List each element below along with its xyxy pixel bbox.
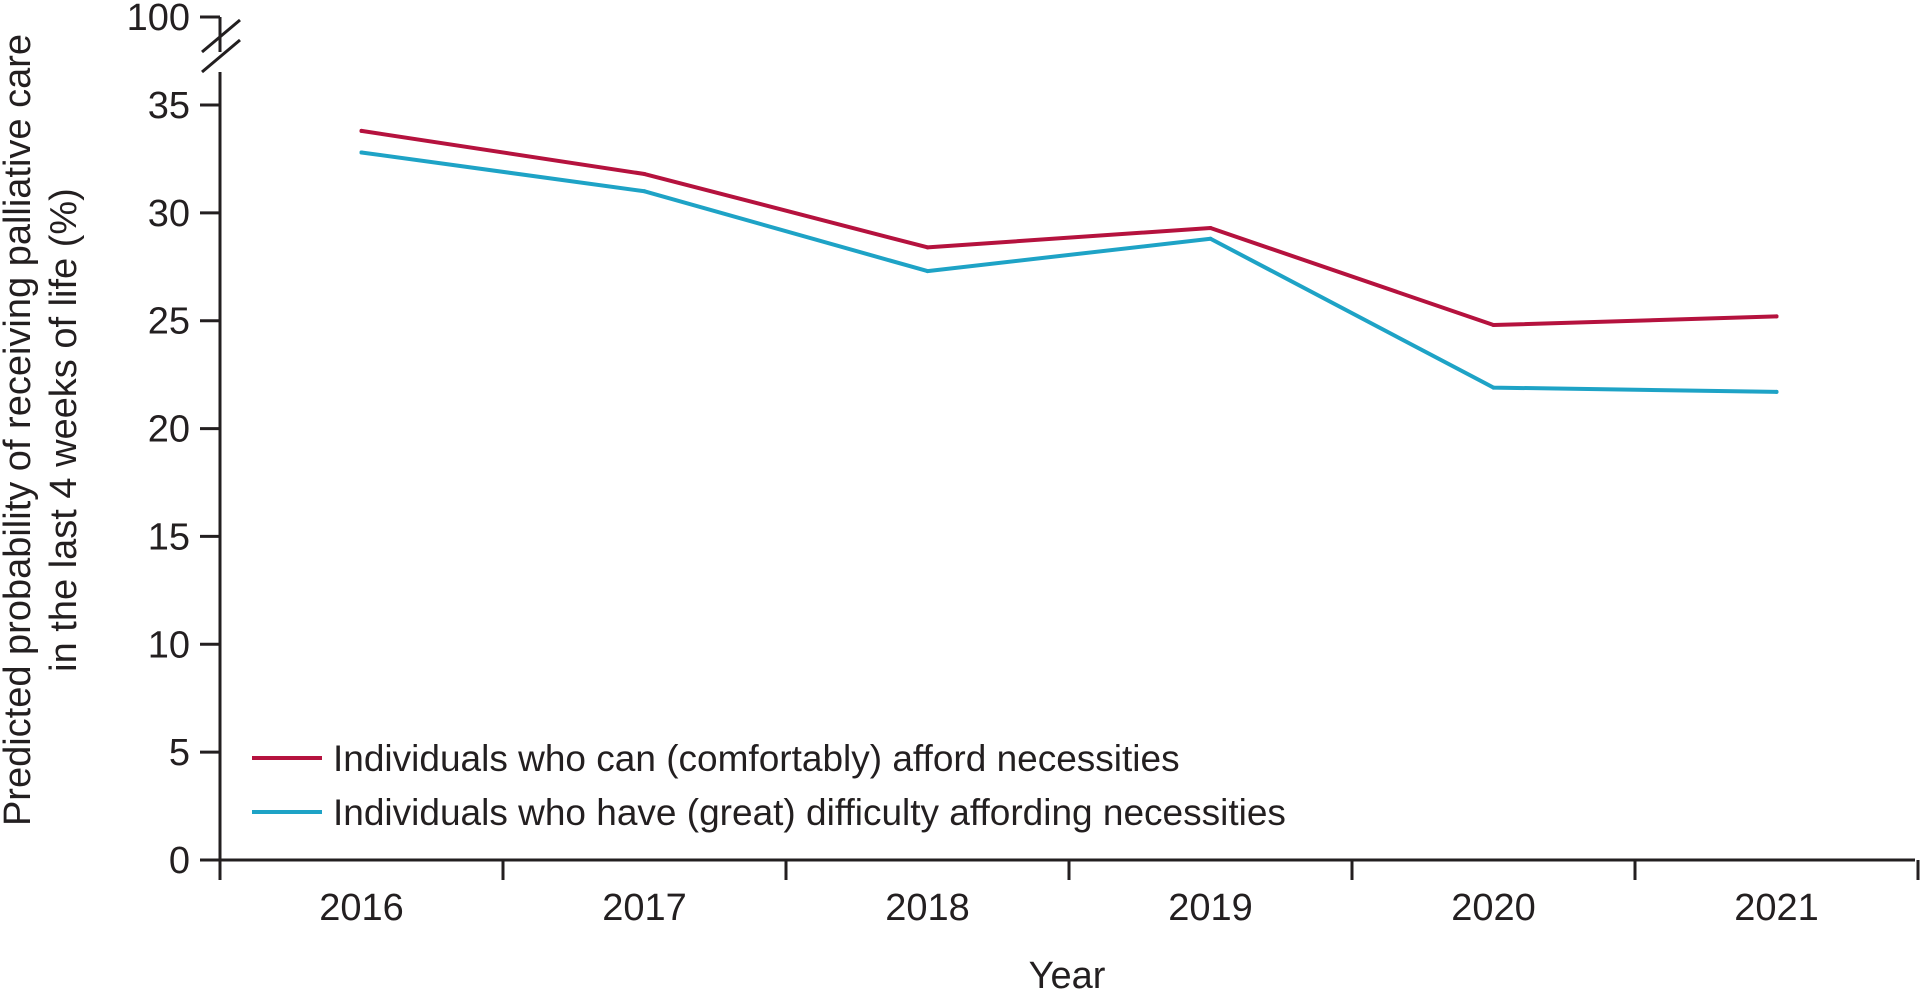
legend-label-1: Individuals who can (comfortably) afford… <box>333 738 1180 779</box>
axis-break-mark-upper <box>201 18 241 54</box>
y-tick-label: 0 <box>169 840 190 882</box>
series-line-2 <box>359 150 1779 394</box>
y-tick-label: 20 <box>148 409 190 451</box>
data-point <box>642 189 647 194</box>
series-line-1 <box>359 128 1779 328</box>
y-axis-ticks: 0 5 10 15 20 25 30 35 100 <box>127 0 220 882</box>
axis-break-mark-lower <box>201 38 241 74</box>
data-point <box>1208 236 1213 241</box>
x-tick-label: 2019 <box>1168 887 1253 929</box>
data-point <box>1491 323 1496 328</box>
y-tick-label: 35 <box>148 85 190 127</box>
data-point <box>359 128 364 133</box>
y-tick-label: 5 <box>169 732 190 774</box>
y-axis-title: Predicted probability of receiving palli… <box>0 34 85 826</box>
x-axis-ticks: 2016 2017 2018 2019 2020 2021 <box>218 860 1920 929</box>
x-tick-label: 2017 <box>602 887 687 929</box>
axes <box>201 17 1915 862</box>
y-tick-label: 25 <box>148 301 190 343</box>
y-tick-label: 30 <box>148 193 190 235</box>
data-point <box>1774 314 1779 319</box>
data-point <box>1491 385 1496 390</box>
y-tick-label-100: 100 <box>127 0 190 39</box>
data-point <box>925 269 930 274</box>
x-tick-label: 2020 <box>1451 887 1536 929</box>
legend-label-2: Individuals who have (great) difficulty … <box>333 792 1286 833</box>
x-axis-title: Year <box>1029 955 1106 990</box>
axis-labels: Year Predicted probability of receiving p… <box>0 34 1106 990</box>
data-point <box>1208 225 1213 230</box>
y-tick-label: 10 <box>148 624 190 666</box>
data-point <box>925 245 930 250</box>
data-point <box>1774 389 1779 394</box>
x-tick-label: 2021 <box>1734 887 1819 929</box>
y-tick-label: 15 <box>148 516 190 558</box>
x-tick-label: 2016 <box>319 887 404 929</box>
data-point <box>359 150 364 155</box>
series-layer <box>359 128 1779 394</box>
x-tick-label: 2018 <box>885 887 970 929</box>
legend: Individuals who can (comfortably) afford… <box>252 738 1286 833</box>
data-point <box>642 172 647 177</box>
